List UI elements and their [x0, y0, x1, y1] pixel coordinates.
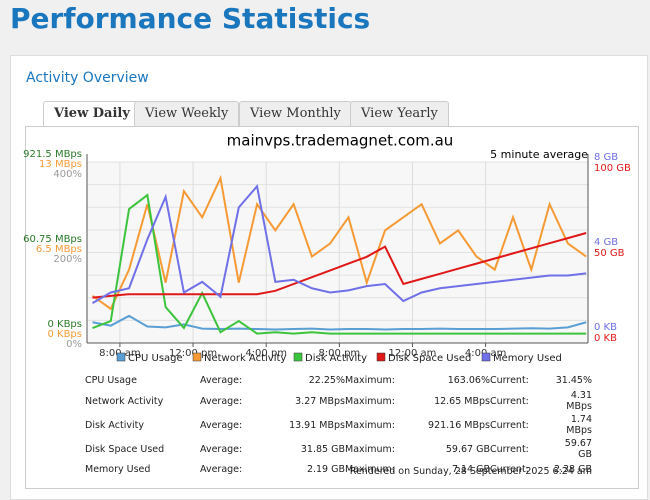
series-line	[91, 184, 587, 304]
stats-row: CPU Usage Average: 22.25% Maximum: 163.06% Cu…	[85, 372, 592, 389]
stats-cell: Current:	[490, 443, 529, 455]
chart-subtitle: 5 minute average	[490, 148, 588, 161]
y-tick-label: 6.5 MBps	[36, 244, 82, 255]
x-tick-label: 12:00 am	[389, 348, 437, 359]
y-max-label: 921.5 MBps	[23, 149, 82, 160]
y-tick-label: 50 GB	[594, 248, 625, 259]
legend-swatch	[192, 352, 202, 362]
stats-cell: 59.67 GB	[564, 438, 592, 460]
y-tick-label: 8 GB	[594, 152, 618, 163]
tab[interactable]: View Yearly	[350, 101, 449, 126]
y-tick-label: 100 GB	[594, 163, 631, 174]
render-note: Rendered on Sunday, 28 September 2025 6:…	[349, 466, 592, 477]
series-line	[92, 232, 587, 299]
stats-cell: 31.45%	[555, 375, 592, 386]
y-tick-label: 200%	[53, 254, 82, 265]
series-line	[92, 314, 587, 331]
stats-cell: Maximum:	[345, 375, 396, 386]
stats-cell: Maximum:	[345, 443, 396, 455]
stats-cell: Average:	[200, 443, 243, 455]
page-title: Performance Statistics	[10, 2, 371, 35]
tab[interactable]: View Weekly	[134, 101, 240, 126]
stats-row: Disk Space Used Average: 31.85 GB Maximum: 5…	[85, 437, 592, 461]
series-line	[92, 193, 587, 335]
y-tick-label: 0%	[66, 339, 82, 350]
y-tick-label: 0 KBps	[47, 319, 82, 330]
stats-cell: CPU Usage	[85, 375, 137, 386]
y-tick-label: 400%	[53, 169, 82, 180]
stats-cell: 3.27 MBps	[295, 395, 345, 407]
chart-box	[25, 126, 639, 489]
y-tick-label: 0 KBps	[47, 329, 82, 340]
stats-cell: 7.14 GB	[451, 464, 490, 475]
stats-cell: Disk Space Used	[85, 443, 165, 455]
stats-cell: Current:	[490, 375, 529, 386]
stats-cell: 921.16 MBps	[428, 419, 490, 431]
stats-cell: Disk Activity	[85, 419, 144, 431]
y-tick-label: 0 KB	[594, 333, 617, 344]
stats-cell: Current:	[490, 464, 529, 475]
x-tick-label: 4:00 pm	[245, 348, 287, 359]
stats-cell: 31.85 GB	[300, 443, 345, 455]
stats-cell: 4.31 MBps	[566, 390, 592, 412]
stats-cell: 163.06%	[447, 375, 490, 386]
stats-row: Network Activity Average: 3.27 MBps Maximum…	[85, 389, 592, 413]
y-tick-label: 4 GB	[594, 237, 618, 248]
stats-cell: 12.65 MBps	[434, 395, 490, 407]
stats-cell: 2.19 GB	[306, 464, 345, 475]
stats-cell: Current:	[490, 419, 529, 431]
stats-cell: Maximum:	[345, 419, 396, 431]
stats-cell: 13.91 MBps	[289, 419, 345, 431]
legend-swatch	[293, 352, 303, 362]
legend-swatch	[116, 352, 126, 362]
legend-swatch	[376, 352, 386, 362]
legend-swatch	[481, 352, 491, 362]
stats-cell: Average:	[200, 464, 243, 475]
stats-row: Memory Used Average: 2.19 GB Maximum: 7.14 G…	[85, 461, 592, 478]
legend-label: Network Activity	[204, 353, 286, 364]
stats-cell: 1.74 MBps	[566, 414, 592, 436]
stats-cell: 2.38 GB	[553, 464, 592, 475]
stats-cell: Maximum:	[345, 395, 396, 407]
stats-cell: Average:	[200, 375, 243, 386]
legend-label: CPU Usage	[128, 353, 183, 364]
legend-label: Disk Activity	[305, 353, 367, 364]
y-tick-label: 0 KB	[594, 322, 617, 333]
y-tick-label: 13 MBps	[39, 159, 82, 170]
tab[interactable]: View Monthly	[239, 101, 352, 126]
stats-cell: Network Activity	[85, 395, 164, 407]
stats-table: CPU Usage Average: 22.25% Maximum: 163.06% Cu…	[85, 372, 592, 478]
stats-cell: Memory Used	[85, 464, 151, 475]
legend-label: Memory Used	[493, 353, 562, 364]
stats-cell: 22.25%	[308, 375, 345, 386]
x-tick-label: 8:00 pm	[318, 348, 360, 359]
panel-title: Activity Overview	[26, 70, 149, 86]
stats-cell: Average:	[200, 419, 243, 431]
stats-cell: Maximum:	[345, 464, 396, 475]
series-line	[91, 174, 587, 311]
stats-cell: 59.67 GB	[445, 443, 490, 455]
stats-cell: Current:	[490, 395, 529, 407]
legend-label: Disk Space Used	[388, 353, 471, 364]
stats-row: Disk Activity Average: 13.91 MBps Maximum: 9…	[85, 413, 592, 437]
stats-cell: Average:	[200, 395, 243, 407]
chart-title: mainvps.trademagnet.com.au	[227, 132, 454, 150]
y-tick-label: 60.75 MBps	[23, 234, 82, 245]
